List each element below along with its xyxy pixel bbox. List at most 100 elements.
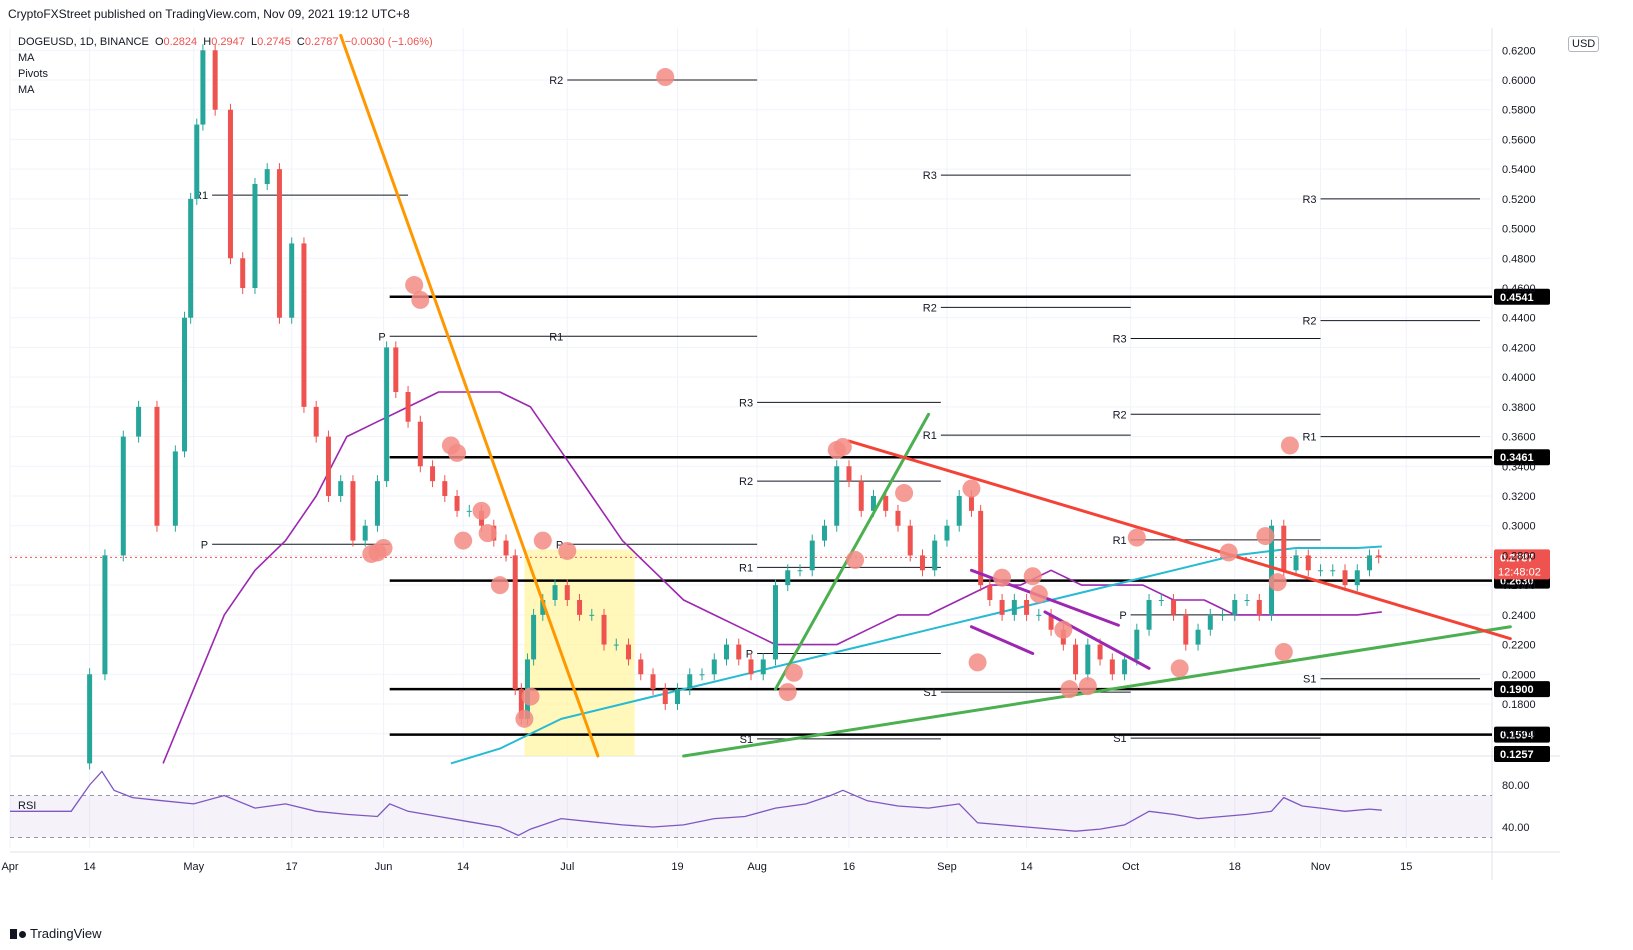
touch-marker [558, 541, 577, 560]
touch-marker [448, 443, 467, 462]
touch-marker [1280, 436, 1299, 455]
candle-body [1376, 555, 1382, 558]
x-tick-label: Aug [747, 861, 767, 873]
currency-button[interactable]: USD [1568, 36, 1600, 52]
rsi-band [10, 795, 1492, 838]
touch-marker [405, 276, 424, 295]
ohlc-values: O0.2824 H0.2947 L0.2745 C0.2787 −0.0030 … [154, 36, 433, 48]
legend: DOGEUSD, 1D, BINANCE O0.2824 H0.2947 L0.… [18, 34, 433, 98]
candle-body [932, 540, 938, 571]
trendlines [339, 33, 1512, 758]
x-tick-label: 17 [286, 861, 298, 873]
level-tag-label: 0.1900 [1500, 684, 1534, 696]
touch-marker [521, 687, 540, 706]
candle-body [564, 585, 570, 600]
candle-body [613, 644, 619, 646]
candle-body [809, 540, 815, 571]
candle-body [1146, 600, 1152, 630]
candle-body [1293, 555, 1299, 571]
candle-body [577, 600, 583, 615]
candle-body [1244, 600, 1250, 601]
touch-marker [993, 568, 1012, 587]
y-tick-label: 0.4200 [1502, 342, 1536, 354]
y-tick-label: 0.5600 [1502, 134, 1536, 146]
candle-body [956, 496, 962, 526]
candle-body [512, 555, 518, 690]
touch-marker [411, 290, 430, 309]
y-tick-label: 0.2600 [1502, 580, 1536, 592]
candle-body [540, 600, 546, 615]
ma-slow-line [450, 545, 1382, 765]
touch-marker [846, 550, 865, 569]
indicator-ma-1[interactable]: MA [18, 52, 35, 64]
indicator-ma-2[interactable]: MA [18, 84, 35, 96]
purple-channel-mid [1043, 610, 1151, 670]
x-tick-label: Sep [937, 861, 957, 873]
touch-marker [1256, 527, 1275, 546]
candle-body [687, 674, 693, 690]
pivot-label: P [556, 539, 563, 551]
candle-body [1024, 600, 1030, 615]
x-tick-label: 15 [1400, 861, 1412, 873]
candle-body [552, 585, 558, 600]
pivot-label: R2 [549, 75, 563, 87]
touch-marker [833, 437, 852, 456]
candle-body [350, 481, 356, 541]
candle-body [393, 347, 399, 392]
pivot-label: R1 [1302, 432, 1316, 444]
candle-body [907, 525, 913, 556]
candle-body [1305, 555, 1311, 571]
candle-body [944, 525, 950, 541]
candle-body [1171, 600, 1177, 615]
candle-body [1342, 570, 1348, 586]
orange-downtrend [339, 33, 600, 758]
y-tick-label: 0.2800 [1502, 550, 1536, 562]
candle-body [1122, 659, 1128, 675]
rsi-line [10, 770, 1382, 837]
pivot-label: S1 [1113, 733, 1126, 745]
candle-body [1048, 614, 1054, 630]
candle-body [313, 406, 319, 437]
tradingview-brand: TradingView [30, 926, 102, 941]
candle-body [748, 659, 754, 675]
candle-body [454, 496, 460, 511]
candle-body [870, 496, 876, 511]
candle-body [834, 466, 840, 526]
level-tag [1494, 746, 1550, 762]
highlight-rect [524, 549, 635, 756]
candle-body [194, 124, 200, 199]
candle-body [531, 614, 537, 660]
candle-body [1183, 614, 1189, 645]
level-tag [1494, 288, 1550, 305]
candle-body [711, 659, 717, 675]
touch-marker [1274, 643, 1293, 661]
rsi-pane: 80.00 40.00 [10, 770, 1530, 838]
candle-body [289, 243, 295, 318]
purple-channel-bottom [969, 625, 1035, 655]
candle-body [1073, 644, 1079, 675]
y-tick-label: 0.4600 [1502, 283, 1536, 295]
pivot-label: R3 [1302, 194, 1316, 206]
candle-body [188, 198, 194, 318]
candle-body [518, 689, 524, 719]
level-tag [1494, 681, 1550, 698]
y-tick-label: 0.2200 [1502, 640, 1536, 652]
candle-body [442, 481, 448, 496]
candle-body [1158, 600, 1164, 601]
candle-body [724, 644, 730, 660]
y-tick-label: 0.3800 [1502, 402, 1536, 414]
candle-body [1207, 614, 1213, 630]
indicator-pivots[interactable]: Pivots [18, 68, 48, 80]
moving-averages [162, 391, 1382, 765]
symbol-label: DOGEUSD, 1D, BINANCE [18, 36, 149, 48]
level-tag [1494, 726, 1550, 743]
pivot-label: R2 [923, 302, 937, 314]
candle-body [1011, 600, 1017, 615]
candle-body [1232, 600, 1238, 615]
current-price-tag [1494, 549, 1550, 580]
touch-marker [472, 501, 491, 520]
y-tick-label: 0.1800 [1502, 699, 1536, 711]
level-tag-label: 0.1257 [1500, 749, 1534, 761]
current-price-label: 0.2787 [1500, 552, 1534, 564]
